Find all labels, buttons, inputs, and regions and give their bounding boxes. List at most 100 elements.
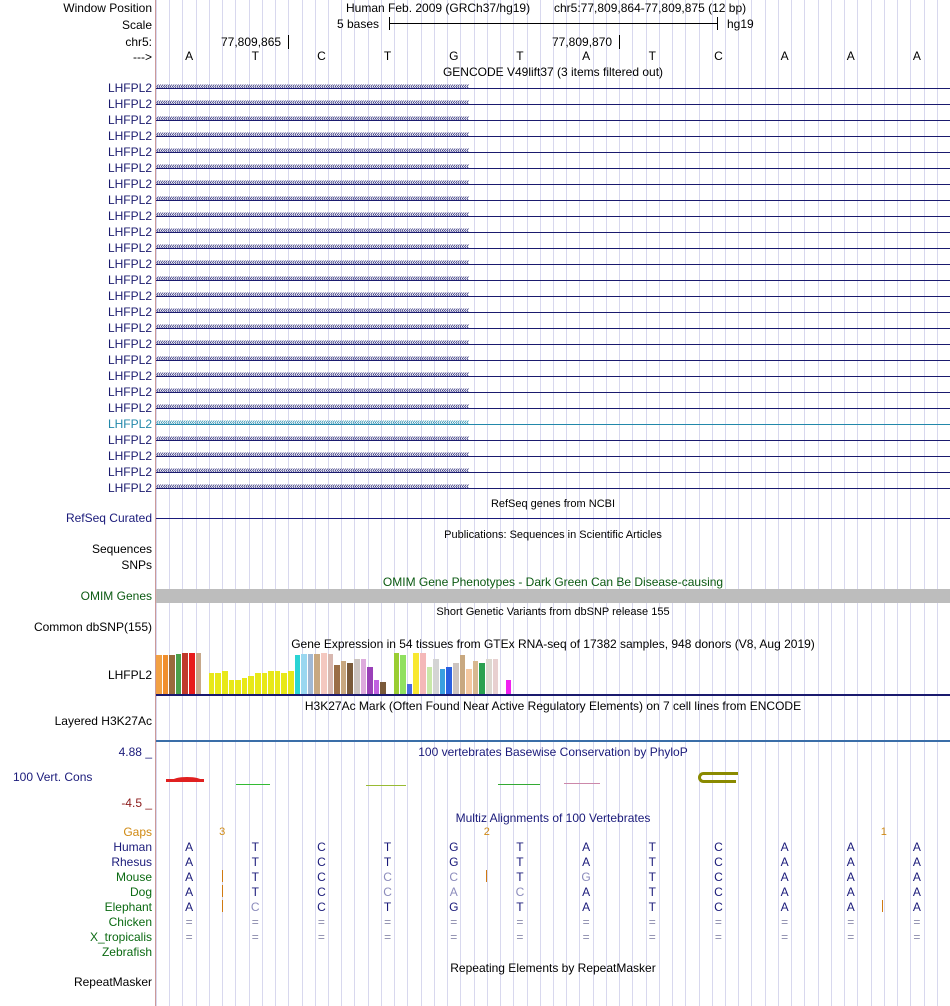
gene-transcript[interactable]: ‹‹‹‹‹‹‹‹‹‹‹‹‹‹‹‹‹‹‹‹‹‹‹‹‹‹‹‹‹‹‹‹‹‹‹‹‹‹‹‹…: [156, 83, 950, 93]
gtex-tissue-bar[interactable]: [327, 654, 334, 694]
gene-transcript[interactable]: ‹‹‹‹‹‹‹‹‹‹‹‹‹‹‹‹‹‹‹‹‹‹‹‹‹‹‹‹‹‹‹‹‹‹‹‹‹‹‹‹…: [156, 275, 950, 285]
gtex-tissue-bar[interactable]: [400, 655, 406, 694]
gtex-tissue-bar[interactable]: [347, 663, 353, 694]
gtex-tissue-bar[interactable]: [420, 653, 426, 694]
gtex-tissue-bar[interactable]: [281, 673, 287, 694]
gencode-gene-label[interactable]: LHFPL2: [107, 369, 152, 383]
gtex-tissue-bar[interactable]: [360, 659, 367, 694]
gencode-gene-label[interactable]: LHFPL2: [107, 417, 152, 431]
gene-transcript[interactable]: ‹‹‹‹‹‹‹‹‹‹‹‹‹‹‹‹‹‹‹‹‹‹‹‹‹‹‹‹‹‹‹‹‹‹‹‹‹‹‹‹…: [156, 339, 950, 349]
gene-transcript[interactable]: ‹‹‹‹‹‹‹‹‹‹‹‹‹‹‹‹‹‹‹‹‹‹‹‹‹‹‹‹‹‹‹‹‹‹‹‹‹‹‹‹…: [156, 131, 950, 141]
gtex-tissue-bar[interactable]: [215, 673, 221, 694]
gtex-tissue-bar[interactable]: [261, 673, 268, 694]
species-label[interactable]: Human: [113, 840, 152, 854]
gene-transcript[interactable]: ‹‹‹‹‹‹‹‹‹‹‹‹‹‹‹‹‹‹‹‹‹‹‹‹‹‹‹‹‹‹‹‹‹‹‹‹‹‹‹‹…: [156, 243, 950, 253]
gene-transcript[interactable]: ‹‹‹‹‹‹‹‹‹‹‹‹‹‹‹‹‹‹‹‹‹‹‹‹‹‹‹‹‹‹‹‹‹‹‹‹‹‹‹‹…: [156, 467, 950, 477]
species-label[interactable]: Mouse: [115, 870, 152, 884]
gene-transcript[interactable]: ‹‹‹‹‹‹‹‹‹‹‹‹‹‹‹‹‹‹‹‹‹‹‹‹‹‹‹‹‹‹‹‹‹‹‹‹‹‹‹‹…: [156, 435, 950, 445]
gtex-tissue-bar[interactable]: [413, 653, 419, 694]
gene-transcript[interactable]: ‹‹‹‹‹‹‹‹‹‹‹‹‹‹‹‹‹‹‹‹‹‹‹‹‹‹‹‹‹‹‹‹‹‹‹‹‹‹‹‹…: [156, 211, 950, 221]
gencode-gene-label[interactable]: LHFPL2: [107, 225, 152, 239]
gtex-tissue-bar[interactable]: [301, 654, 307, 694]
species-label[interactable]: X_tropicalis: [89, 930, 152, 944]
gencode-gene-label[interactable]: LHFPL2: [107, 433, 152, 447]
gtex-tissue-bar[interactable]: [446, 667, 452, 694]
gencode-gene-label[interactable]: LHFPL2: [107, 465, 152, 479]
gtex-tissue-bar[interactable]: [505, 680, 512, 694]
gtex-tissue-bar[interactable]: [492, 659, 499, 694]
omim-bar[interactable]: [156, 589, 950, 603]
gencode-gene-label[interactable]: LHFPL2: [107, 241, 152, 255]
gtex-tissue-bar[interactable]: [380, 682, 386, 694]
gtex-tissue-bar[interactable]: [175, 654, 182, 694]
gtex-tissue-bar[interactable]: [433, 659, 439, 694]
gene-transcript[interactable]: ‹‹‹‹‹‹‹‹‹‹‹‹‹‹‹‹‹‹‹‹‹‹‹‹‹‹‹‹‹‹‹‹‹‹‹‹‹‹‹‹…: [156, 451, 950, 461]
gtex-tissue-bar[interactable]: [195, 653, 202, 694]
gtex-tissue-bar[interactable]: [182, 653, 188, 694]
refseq-label[interactable]: RefSeq Curated: [65, 511, 152, 525]
gtex-tissue-bar[interactable]: [486, 659, 492, 694]
gencode-gene-label[interactable]: LHFPL2: [107, 81, 152, 95]
gencode-gene-label[interactable]: LHFPL2: [107, 337, 152, 351]
gene-transcript[interactable]: ‹‹‹‹‹‹‹‹‹‹‹‹‹‹‹‹‹‹‹‹‹‹‹‹‹‹‹‹‹‹‹‹‹‹‹‹‹‹‹‹…: [156, 179, 950, 189]
gene-transcript[interactable]: ‹‹‹‹‹‹‹‹‹‹‹‹‹‹‹‹‹‹‹‹‹‹‹‹‹‹‹‹‹‹‹‹‹‹‹‹‹‹‹‹…: [156, 195, 950, 205]
species-label[interactable]: Chicken: [108, 915, 152, 929]
gtex-tissue-bar[interactable]: [162, 655, 169, 694]
species-label[interactable]: Rhesus: [111, 855, 152, 869]
gtex-bar-chart[interactable]: [156, 652, 536, 694]
gtex-tissue-bar[interactable]: [294, 655, 301, 694]
gtex-tissue-bar[interactable]: [459, 655, 466, 694]
gtex-tissue-bar[interactable]: [439, 669, 446, 694]
gtex-tissue-bar[interactable]: [453, 663, 459, 694]
gtex-tissue-bar[interactable]: [393, 653, 400, 694]
gtex-tissue-bar[interactable]: [235, 680, 241, 694]
gtex-tissue-bar[interactable]: [169, 655, 175, 694]
gtex-tissue-bar[interactable]: [255, 673, 261, 694]
gencode-gene-label[interactable]: LHFPL2: [107, 481, 152, 495]
gene-transcript[interactable]: ‹‹‹‹‹‹‹‹‹‹‹‹‹‹‹‹‹‹‹‹‹‹‹‹‹‹‹‹‹‹‹‹‹‹‹‹‹‹‹‹…: [156, 483, 950, 493]
gencode-gene-label[interactable]: LHFPL2: [107, 353, 152, 367]
gtex-tissue-bar[interactable]: [156, 655, 162, 694]
gencode-gene-label[interactable]: LHFPL2: [107, 209, 152, 223]
gene-transcript[interactable]: ‹‹‹‹‹‹‹‹‹‹‹‹‹‹‹‹‹‹‹‹‹‹‹‹‹‹‹‹‹‹‹‹‹‹‹‹‹‹‹‹…: [156, 323, 950, 333]
gene-transcript[interactable]: ‹‹‹‹‹‹‹‹‹‹‹‹‹‹‹‹‹‹‹‹‹‹‹‹‹‹‹‹‹‹‹‹‹‹‹‹‹‹‹‹…: [156, 115, 950, 125]
gencode-gene-label[interactable]: LHFPL2: [107, 385, 152, 399]
gene-transcript[interactable]: ‹‹‹‹‹‹‹‹‹‹‹‹‹‹‹‹‹‹‹‹‹‹‹‹‹‹‹‹‹‹‹‹‹‹‹‹‹‹‹‹…: [156, 147, 950, 157]
gene-transcript[interactable]: ‹‹‹‹‹‹‹‹‹‹‹‹‹‹‹‹‹‹‹‹‹‹‹‹‹‹‹‹‹‹‹‹‹‹‹‹‹‹‹‹…: [156, 419, 950, 429]
gtex-tissue-bar[interactable]: [426, 667, 433, 694]
gtex-tissue-bar[interactable]: [340, 661, 347, 694]
gtex-tissue-bar[interactable]: [373, 680, 380, 694]
gencode-gene-label[interactable]: LHFPL2: [107, 321, 152, 335]
gtex-tissue-bar[interactable]: [274, 671, 281, 694]
gtex-tissue-bar[interactable]: [241, 678, 248, 694]
gtex-tissue-bar[interactable]: [268, 671, 274, 694]
gtex-tissue-bar[interactable]: [222, 671, 228, 694]
gene-transcript[interactable]: ‹‹‹‹‹‹‹‹‹‹‹‹‹‹‹‹‹‹‹‹‹‹‹‹‹‹‹‹‹‹‹‹‹‹‹‹‹‹‹‹…: [156, 371, 950, 381]
gencode-gene-label[interactable]: LHFPL2: [107, 401, 152, 415]
gene-transcript[interactable]: ‹‹‹‹‹‹‹‹‹‹‹‹‹‹‹‹‹‹‹‹‹‹‹‹‹‹‹‹‹‹‹‹‹‹‹‹‹‹‹‹…: [156, 307, 950, 317]
gtex-tissue-bar[interactable]: [288, 671, 294, 694]
gtex-tissue-bar[interactable]: [208, 673, 215, 694]
gencode-gene-label[interactable]: LHFPL2: [107, 97, 152, 111]
gtex-tissue-bar[interactable]: [367, 667, 373, 694]
gtex-tissue-bar[interactable]: [248, 676, 254, 694]
omim-label[interactable]: OMIM Genes: [80, 589, 152, 603]
gtex-tissue-bar[interactable]: [406, 684, 413, 694]
h3k27ac-signal[interactable]: [156, 740, 950, 742]
gencode-gene-label[interactable]: LHFPL2: [107, 145, 152, 159]
gencode-gene-label[interactable]: LHFPL2: [107, 161, 152, 175]
gtex-tissue-bar[interactable]: [479, 663, 485, 694]
publications-snps-label[interactable]: SNPs: [121, 558, 152, 572]
gene-transcript[interactable]: ‹‹‹‹‹‹‹‹‹‹‹‹‹‹‹‹‹‹‹‹‹‹‹‹‹‹‹‹‹‹‹‹‹‹‹‹‹‹‹‹…: [156, 259, 950, 269]
gtex-tissue-bar[interactable]: [466, 669, 472, 694]
gene-transcript[interactable]: ‹‹‹‹‹‹‹‹‹‹‹‹‹‹‹‹‹‹‹‹‹‹‹‹‹‹‹‹‹‹‹‹‹‹‹‹‹‹‹‹…: [156, 163, 950, 173]
gtex-tissue-bar[interactable]: [334, 665, 340, 694]
gencode-gene-label[interactable]: LHFPL2: [107, 289, 152, 303]
gtex-tissue-bar[interactable]: [472, 661, 479, 694]
gene-transcript[interactable]: ‹‹‹‹‹‹‹‹‹‹‹‹‹‹‹‹‹‹‹‹‹‹‹‹‹‹‹‹‹‹‹‹‹‹‹‹‹‹‹‹…: [156, 291, 950, 301]
phylop-label[interactable]: 100 Vert. Cons: [13, 770, 93, 784]
gene-transcript[interactable]: ‹‹‹‹‹‹‹‹‹‹‹‹‹‹‹‹‹‹‹‹‹‹‹‹‹‹‹‹‹‹‹‹‹‹‹‹‹‹‹‹…: [156, 387, 950, 397]
gene-transcript[interactable]: ‹‹‹‹‹‹‹‹‹‹‹‹‹‹‹‹‹‹‹‹‹‹‹‹‹‹‹‹‹‹‹‹‹‹‹‹‹‹‹‹…: [156, 403, 950, 413]
gtex-tissue-bar[interactable]: [354, 659, 360, 694]
gtex-tissue-bar[interactable]: [307, 654, 314, 694]
